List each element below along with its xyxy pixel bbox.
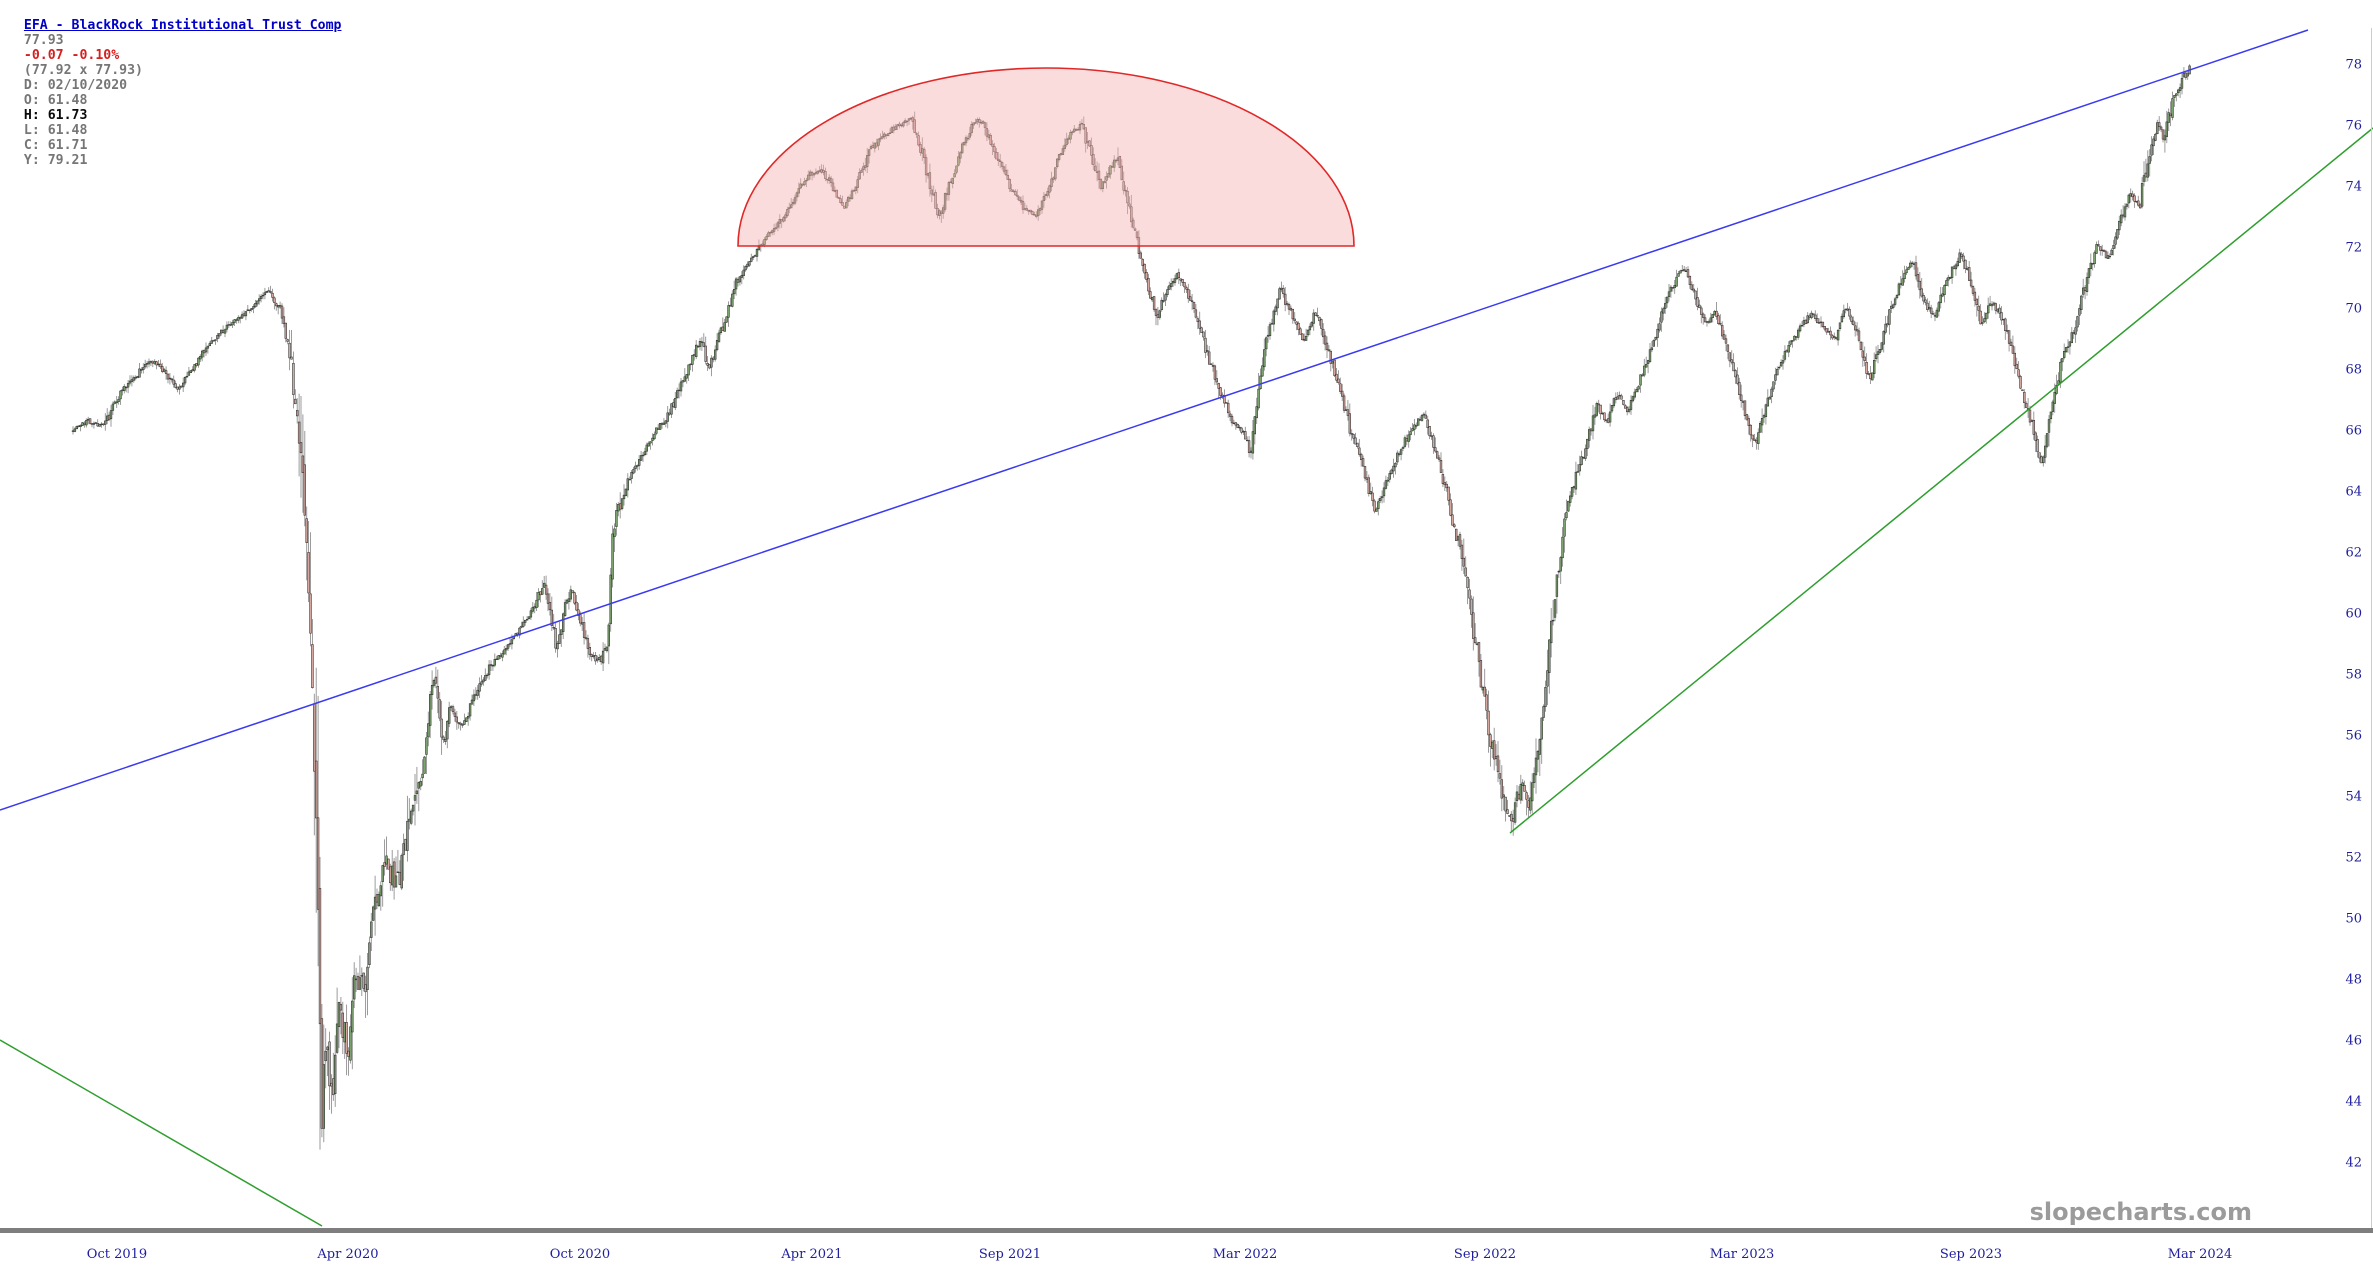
green-rising-trendline[interactable]: [1509, 127, 2373, 834]
y-axis-label: 44: [2345, 1095, 2362, 1110]
x-axis-labels: Oct 2019 Apr 2020 Oct 2020 Apr 2021 Sep 2021…: [87, 1247, 2232, 1262]
year-high: Y: 79.21: [23, 153, 88, 168]
x-axis-label: Apr 2020: [316, 1247, 378, 1262]
y-axis-label: 56: [2345, 729, 2362, 744]
y-axis-label: 72: [2345, 241, 2362, 256]
y-axis-label: 66: [2345, 424, 2362, 439]
y-axis-label: 50: [2345, 912, 2362, 927]
y-axis-label: 78: [2345, 58, 2362, 73]
y-axis-label: 58: [2345, 668, 2362, 683]
dome-shape[interactable]: [737, 67, 1355, 247]
y-axis-label: 70: [2345, 302, 2362, 317]
last-price: 77.93: [23, 33, 64, 48]
x-axis-label: Mar 2022: [1213, 1247, 1278, 1262]
x-axis-label: Apr 2021: [780, 1247, 842, 1262]
dome-annotation[interactable]: [737, 67, 1355, 247]
y-axis-label: 60: [2345, 607, 2362, 622]
y-axis-label: 64: [2345, 485, 2362, 500]
quote-header: EFA - BlackRock Institutional Trust Comp…: [8, 3, 350, 168]
blue-rising-trendline[interactable]: [0, 29, 2309, 811]
y-axis-label: 74: [2345, 180, 2362, 195]
watermark: slopecharts.com: [2030, 1198, 2252, 1226]
y-axis-label: 48: [2345, 973, 2362, 988]
candlestick-series: [71, 64, 2191, 1150]
x-axis-label: Oct 2020: [550, 1247, 610, 1262]
hover-date: D: 02/10/2020: [23, 78, 128, 93]
y-axis-label: 76: [2345, 119, 2362, 134]
bottom-axis-bar: [0, 1228, 2373, 1233]
x-axis-label: Sep 2023: [1940, 1247, 2002, 1262]
y-axis-label: 46: [2345, 1034, 2362, 1049]
y-axis-labels: 78 76 74 72 70 68 66 64 62 60 58 56 54 52 50 48 46 44 42: [2345, 58, 2362, 1171]
ticker-link[interactable]: EFA - BlackRock Institutional Trust Comp: [23, 18, 342, 33]
x-axis-label: Sep 2022: [1454, 1247, 1516, 1262]
y-axis-label: 52: [2345, 851, 2362, 866]
y-axis-label: 68: [2345, 363, 2362, 378]
price-change: -0.07 -0.10%: [23, 48, 120, 63]
y-axis-label: 54: [2345, 790, 2362, 805]
hover-close: C: 61.71: [23, 138, 88, 153]
x-axis-label: Oct 2019: [87, 1247, 147, 1262]
y-axis-label: 62: [2345, 546, 2362, 561]
hover-low: L: 61.48: [23, 123, 88, 138]
hover-open: O: 61.48: [23, 93, 88, 108]
x-axis-label: Mar 2023: [1710, 1247, 1775, 1262]
trendlines[interactable]: [0, 29, 2373, 1227]
bid-ask: (77.92 x 77.93): [23, 63, 143, 78]
green-falling-trendline[interactable]: [0, 1039, 323, 1227]
x-axis-label: Mar 2024: [2168, 1247, 2233, 1262]
x-axis-label: Sep 2021: [979, 1247, 1041, 1262]
candle-bodies: [71, 65, 2191, 1129]
y-axis-label: 42: [2345, 1156, 2362, 1171]
hover-high: H: 61.73: [23, 108, 88, 123]
